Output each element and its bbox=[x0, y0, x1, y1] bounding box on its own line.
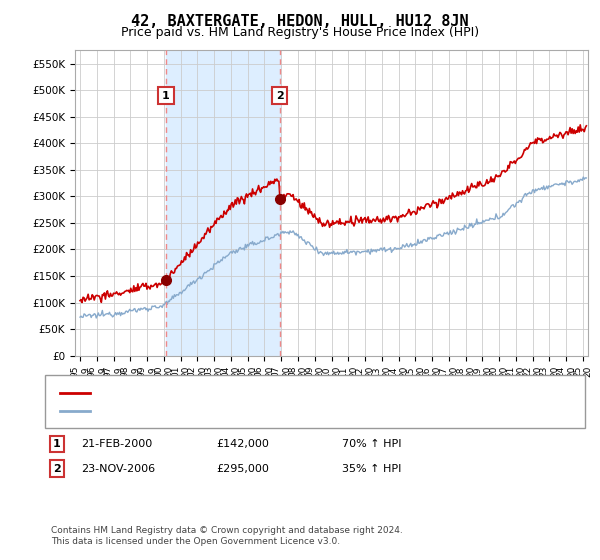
Text: 42, BAXTERGATE, HEDON, HULL, HU12 8JN: 42, BAXTERGATE, HEDON, HULL, HU12 8JN bbox=[131, 14, 469, 29]
Bar bbox=[166, 50, 280, 356]
Text: This data is licensed under the Open Government Licence v3.0.: This data is licensed under the Open Gov… bbox=[51, 537, 340, 546]
Text: 42, BAXTERGATE, HEDON, HULL, HU12 8JN (detached house): 42, BAXTERGATE, HEDON, HULL, HU12 8JN (d… bbox=[96, 388, 413, 398]
Text: Price paid vs. HM Land Registry's House Price Index (HPI): Price paid vs. HM Land Registry's House … bbox=[121, 26, 479, 39]
Text: 1: 1 bbox=[162, 91, 170, 100]
Text: 1: 1 bbox=[53, 439, 61, 449]
Text: Contains HM Land Registry data © Crown copyright and database right 2024.: Contains HM Land Registry data © Crown c… bbox=[51, 526, 403, 535]
Text: HPI: Average price, detached house, East Riding of Yorkshire: HPI: Average price, detached house, East… bbox=[96, 406, 412, 416]
Text: 2: 2 bbox=[275, 91, 283, 100]
Text: £295,000: £295,000 bbox=[216, 464, 269, 474]
Text: 21-FEB-2000: 21-FEB-2000 bbox=[81, 439, 152, 449]
Text: £142,000: £142,000 bbox=[216, 439, 269, 449]
Text: 2: 2 bbox=[53, 464, 61, 474]
Text: 70% ↑ HPI: 70% ↑ HPI bbox=[342, 439, 401, 449]
Text: 23-NOV-2006: 23-NOV-2006 bbox=[81, 464, 155, 474]
Text: 35% ↑ HPI: 35% ↑ HPI bbox=[342, 464, 401, 474]
